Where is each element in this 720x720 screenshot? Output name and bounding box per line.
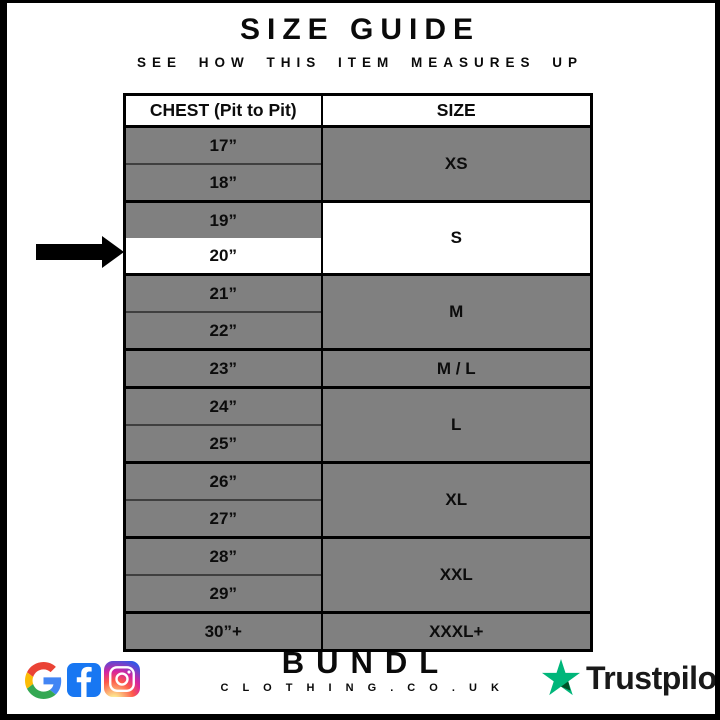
chest-cell: 22” <box>124 311 322 350</box>
trustpilot-logo[interactable]: Trustpilot <box>541 659 720 697</box>
table-row: 24” L <box>124 386 592 463</box>
chest-cell: 28” <box>124 536 322 575</box>
brand-name: BUNDL <box>281 645 451 680</box>
table-row: 27” <box>124 499 592 538</box>
chest-cell: 23” <box>124 348 322 388</box>
chest-cell: 26” <box>124 461 322 500</box>
size-table: CHEST (Pit to Pit) SIZE 17” XS 18” 19” S… <box>123 93 593 652</box>
table-row: 23” M / L <box>124 348 592 388</box>
chest-cell: 21” <box>124 273 322 312</box>
size-cell: L <box>320 386 592 463</box>
facebook-icon[interactable] <box>67 663 101 697</box>
size-cell: M <box>320 273 592 350</box>
size-cell: XL <box>320 461 592 538</box>
table-row: 18” <box>124 163 592 202</box>
chest-column-header: CHEST (Pit to Pit) <box>124 94 322 128</box>
instagram-camera-glyph <box>109 666 135 692</box>
size-column-header: SIZE <box>320 94 592 128</box>
table-row: 29” <box>124 574 592 613</box>
table-row: 17” XS <box>124 125 592 202</box>
size-cell: M / L <box>320 348 592 388</box>
size-cell: XXL <box>320 536 592 613</box>
chest-cell: 25” <box>124 424 322 463</box>
chest-cell: 27” <box>124 499 322 538</box>
table-header-row: CHEST (Pit to Pit) SIZE <box>124 94 592 128</box>
brand-logo: BUNDL C L O T H I N G . C O . U K <box>0 647 720 694</box>
table-row: 19” S <box>124 200 592 275</box>
table-row: 30”+ XXXL+ <box>124 611 592 651</box>
table-row: 25” <box>124 424 592 463</box>
chest-cell: 18” <box>124 163 322 202</box>
chest-cell: 24” <box>124 386 322 425</box>
chest-cell: 29” <box>124 574 322 613</box>
arrow-head <box>102 236 124 268</box>
chest-cell: 30”+ <box>124 611 322 651</box>
chest-cell-highlighted: 20” <box>124 238 322 275</box>
size-cell: XXXL+ <box>320 611 592 651</box>
chest-cell: 17” <box>124 125 322 164</box>
size-cell-highlighted: S <box>320 200 592 275</box>
google-icon[interactable] <box>25 662 62 699</box>
table-row: 21” M <box>124 273 592 350</box>
facebook-f-glyph <box>76 666 92 697</box>
instagram-icon[interactable] <box>104 661 140 697</box>
table-row: 22” <box>124 311 592 350</box>
trustpilot-star-icon <box>541 659 581 696</box>
brand-tagline: C L O T H I N G . C O . U K <box>220 682 505 694</box>
table-row: 26” XL <box>124 461 592 538</box>
table-row: 20” <box>124 238 592 275</box>
arrow-shaft <box>36 244 103 260</box>
table-row: 28” XXL <box>124 536 592 613</box>
pointer-arrow-icon <box>36 236 124 268</box>
page-subtitle: SEE HOW THIS ITEM MEASURES UP <box>136 55 584 70</box>
page-title: SIZE GUIDE <box>239 13 481 46</box>
chest-cell: 19” <box>124 200 322 238</box>
google-g-glyph <box>25 662 62 699</box>
trustpilot-label: Trustpilot <box>586 660 720 696</box>
size-cell: XS <box>320 125 592 202</box>
